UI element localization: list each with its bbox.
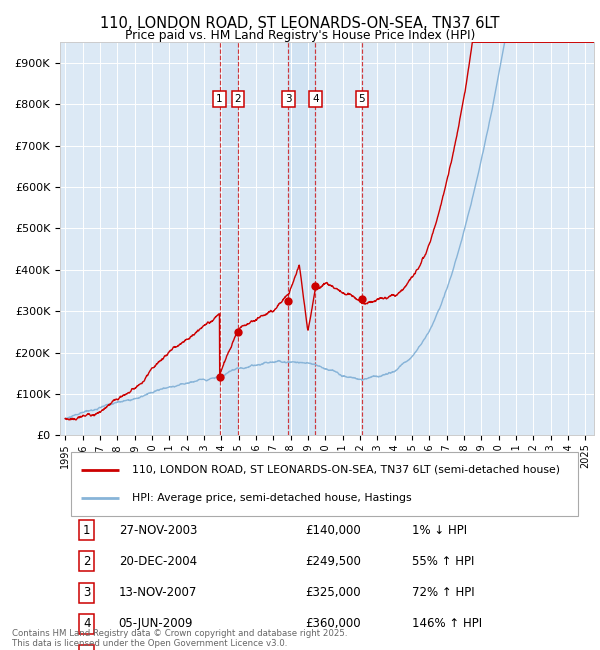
Text: 3: 3	[83, 586, 91, 599]
Text: 146% ↑ HPI: 146% ↑ HPI	[412, 618, 482, 630]
Bar	[289, 42, 316, 436]
Text: £330,000: £330,000	[305, 649, 361, 650]
Text: 1% ↓ HPI: 1% ↓ HPI	[412, 524, 467, 537]
Text: 4: 4	[312, 94, 319, 104]
Text: £325,000: £325,000	[305, 586, 361, 599]
Text: 55% ↑ HPI: 55% ↑ HPI	[412, 555, 475, 568]
Text: 1: 1	[216, 94, 223, 104]
Text: 05-JUN-2009: 05-JUN-2009	[119, 618, 193, 630]
Text: Contains HM Land Registry data © Crown copyright and database right 2025.
This d: Contains HM Land Registry data © Crown c…	[12, 629, 347, 648]
Text: 5: 5	[359, 94, 365, 104]
Text: £140,000: £140,000	[305, 524, 361, 537]
Bar	[220, 42, 238, 436]
Text: 4: 4	[83, 618, 91, 630]
Text: 27-NOV-2003: 27-NOV-2003	[119, 524, 197, 537]
Text: HPI: Average price, semi-detached house, Hastings: HPI: Average price, semi-detached house,…	[132, 493, 412, 503]
Text: 110, LONDON ROAD, ST LEONARDS-ON-SEA, TN37 6LT: 110, LONDON ROAD, ST LEONARDS-ON-SEA, TN…	[100, 16, 500, 31]
Text: £360,000: £360,000	[305, 618, 361, 630]
Text: Price paid vs. HM Land Registry's House Price Index (HPI): Price paid vs. HM Land Registry's House …	[125, 29, 475, 42]
Text: 20-DEC-2004: 20-DEC-2004	[119, 555, 197, 568]
Text: 110, LONDON ROAD, ST LEONARDS-ON-SEA, TN37 6LT (semi-detached house): 110, LONDON ROAD, ST LEONARDS-ON-SEA, TN…	[132, 465, 560, 474]
Text: 72% ↑ HPI: 72% ↑ HPI	[412, 586, 475, 599]
Text: 5: 5	[83, 649, 91, 650]
Text: 2: 2	[235, 94, 241, 104]
Text: £249,500: £249,500	[305, 555, 362, 568]
FancyBboxPatch shape	[71, 452, 578, 516]
Text: 10-FEB-2012: 10-FEB-2012	[119, 649, 194, 650]
Text: 91% ↑ HPI: 91% ↑ HPI	[412, 649, 475, 650]
Text: 1: 1	[83, 524, 91, 537]
Text: 13-NOV-2007: 13-NOV-2007	[119, 586, 197, 599]
Text: 3: 3	[285, 94, 292, 104]
Text: 2: 2	[83, 555, 91, 568]
